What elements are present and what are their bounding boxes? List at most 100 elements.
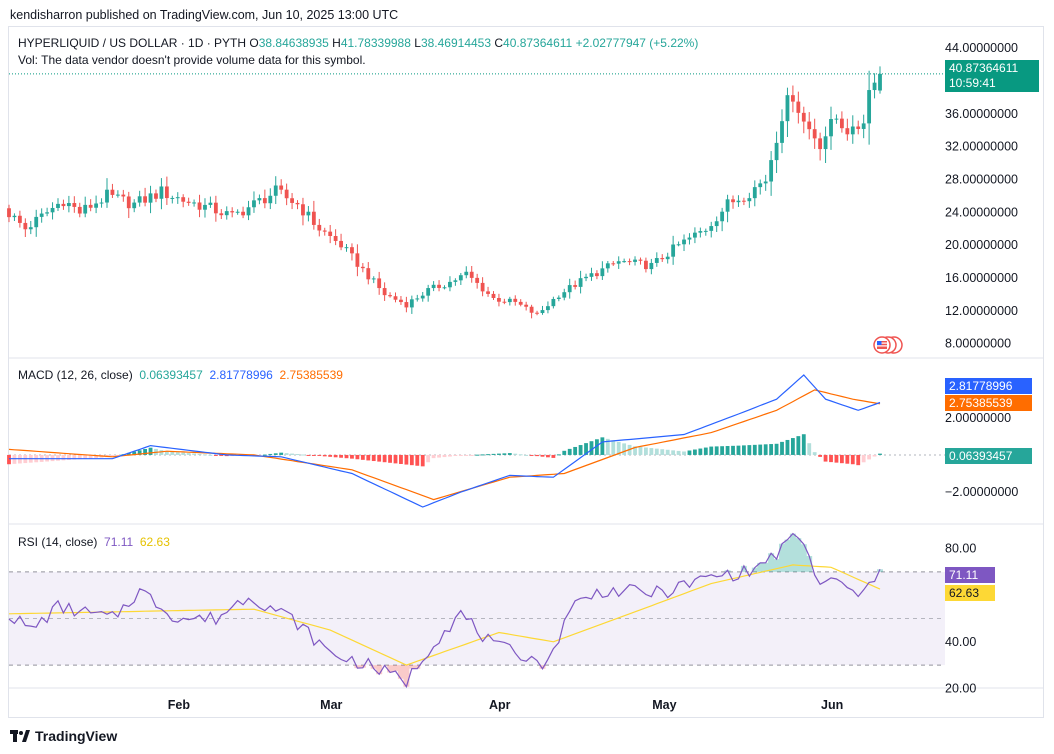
candle-body	[39, 213, 44, 217]
candle-body	[322, 230, 327, 232]
macd-histogram-bar	[203, 454, 207, 456]
macd-histogram-bar	[573, 446, 578, 455]
macd-histogram-bar	[878, 453, 882, 455]
macd-histogram-bar	[208, 454, 213, 456]
macd-histogram-bar	[676, 450, 681, 455]
macd-histogram-bar	[399, 454, 403, 464]
candle-body	[28, 227, 33, 230]
macd-histogram-bar	[682, 451, 686, 455]
candle-body	[437, 284, 441, 288]
candle-body	[589, 273, 594, 277]
candle-body	[654, 258, 659, 263]
macd-histogram-bar	[790, 438, 795, 455]
macd-legend: MACD (12, 26, close) 0.06393457 2.817789…	[18, 368, 343, 382]
candle-body	[203, 204, 207, 210]
macd-histogram-bar	[807, 443, 812, 455]
macd-histogram-bar	[752, 444, 757, 455]
macd-histogram-bar	[546, 454, 550, 458]
candle-body	[469, 271, 474, 278]
macd-histogram-bar	[328, 454, 333, 457]
candle-body	[801, 112, 806, 122]
macd-histogram-bar	[562, 450, 567, 455]
macd-histogram-bar	[605, 438, 610, 455]
macd-line	[9, 374, 881, 508]
candle-body	[660, 258, 665, 260]
candle-body	[126, 196, 131, 209]
price-tick-label: 12.00000000	[945, 304, 1018, 318]
symbol-label[interactable]: HYPERLIQUID / US DOLLAR · 1D · PYTH	[18, 36, 247, 50]
candle-body	[273, 185, 278, 196]
macd-histogram-bar	[731, 445, 735, 455]
macd-histogram-bar	[829, 454, 833, 463]
candle-body	[83, 204, 88, 214]
macd-price-label: 2.81778996	[945, 378, 1032, 394]
candle-body	[540, 310, 545, 314]
macd-tick-label: −2.00000000	[945, 485, 1018, 499]
macd-histogram-bar	[638, 446, 643, 455]
candle-body	[573, 285, 578, 287]
candle-body	[224, 211, 229, 216]
macd-histogram-bar	[529, 454, 534, 456]
candle-body	[812, 129, 817, 139]
macd-histogram-bar	[317, 454, 322, 456]
candle-body	[355, 253, 360, 267]
macd-histogram-bar	[66, 454, 71, 460]
macd-histogram-bar	[437, 454, 441, 458]
candle-body	[88, 204, 93, 208]
price-tick-label: 16.00000000	[945, 271, 1018, 285]
candle-body	[148, 193, 153, 203]
macd-histogram-bar	[567, 448, 572, 455]
candle-body	[845, 128, 850, 135]
close-label: C	[494, 36, 504, 50]
candle-body	[731, 199, 735, 203]
macd-label[interactable]: MACD (12, 26, close)	[18, 368, 133, 382]
macd-histogram-bar	[714, 446, 719, 455]
rsi-legend: RSI (14, close) 71.11 62.63	[18, 535, 170, 549]
macd-histogram-bar	[94, 454, 99, 458]
macd-histogram-bar	[742, 445, 746, 455]
candle-body	[861, 123, 866, 129]
rsi-label[interactable]: RSI (14, close)	[18, 535, 98, 549]
volume-note: Vol: The data vendor doesn't provide vol…	[18, 53, 366, 67]
candle-body	[268, 195, 273, 204]
rsi-price-label: 71.11	[945, 567, 995, 583]
candle-body	[600, 268, 605, 277]
candle-body	[676, 244, 681, 246]
events-flags-icon[interactable]	[872, 336, 910, 354]
macd-histogram-bar	[595, 439, 599, 455]
macd-histogram-bar	[507, 453, 512, 455]
macd-histogram-bar	[600, 437, 605, 455]
macd-histogram-bar	[812, 452, 817, 455]
macd-histogram-bar	[420, 454, 425, 467]
tradingview-logo[interactable]: TradingView	[10, 728, 117, 744]
candle-body	[110, 189, 115, 195]
price-tick-label: 24.00000000	[945, 205, 1018, 219]
candle-body	[105, 189, 109, 203]
macd-histogram-bar	[159, 450, 164, 455]
candle-body	[284, 189, 289, 199]
macd-histogram-bar	[633, 446, 637, 455]
candle-body	[213, 202, 218, 214]
rsi-value: 71.11	[104, 535, 134, 549]
macd-histogram-bar	[469, 454, 474, 456]
macd-histogram-bar	[126, 452, 131, 455]
rsi-tick-label: 40.00	[945, 635, 976, 649]
tradingview-logo-icon	[10, 730, 30, 742]
candle-body	[633, 259, 637, 262]
candle-body	[714, 221, 719, 227]
month-label: Jun	[821, 698, 843, 712]
candle-body	[671, 244, 676, 257]
rsi-tick-label: 80.00	[945, 542, 976, 556]
candle-body	[235, 211, 240, 213]
candle-body	[12, 215, 17, 218]
month-label: Apr	[489, 698, 511, 712]
candle-body	[758, 183, 763, 188]
macd-histogram-bar	[83, 454, 88, 459]
macd-histogram-bar	[110, 454, 115, 457]
candle-body	[208, 202, 213, 205]
macd-histogram-bar	[736, 445, 741, 455]
candle-body	[344, 247, 349, 249]
month-label: Mar	[320, 698, 342, 712]
candle-body	[252, 200, 256, 208]
